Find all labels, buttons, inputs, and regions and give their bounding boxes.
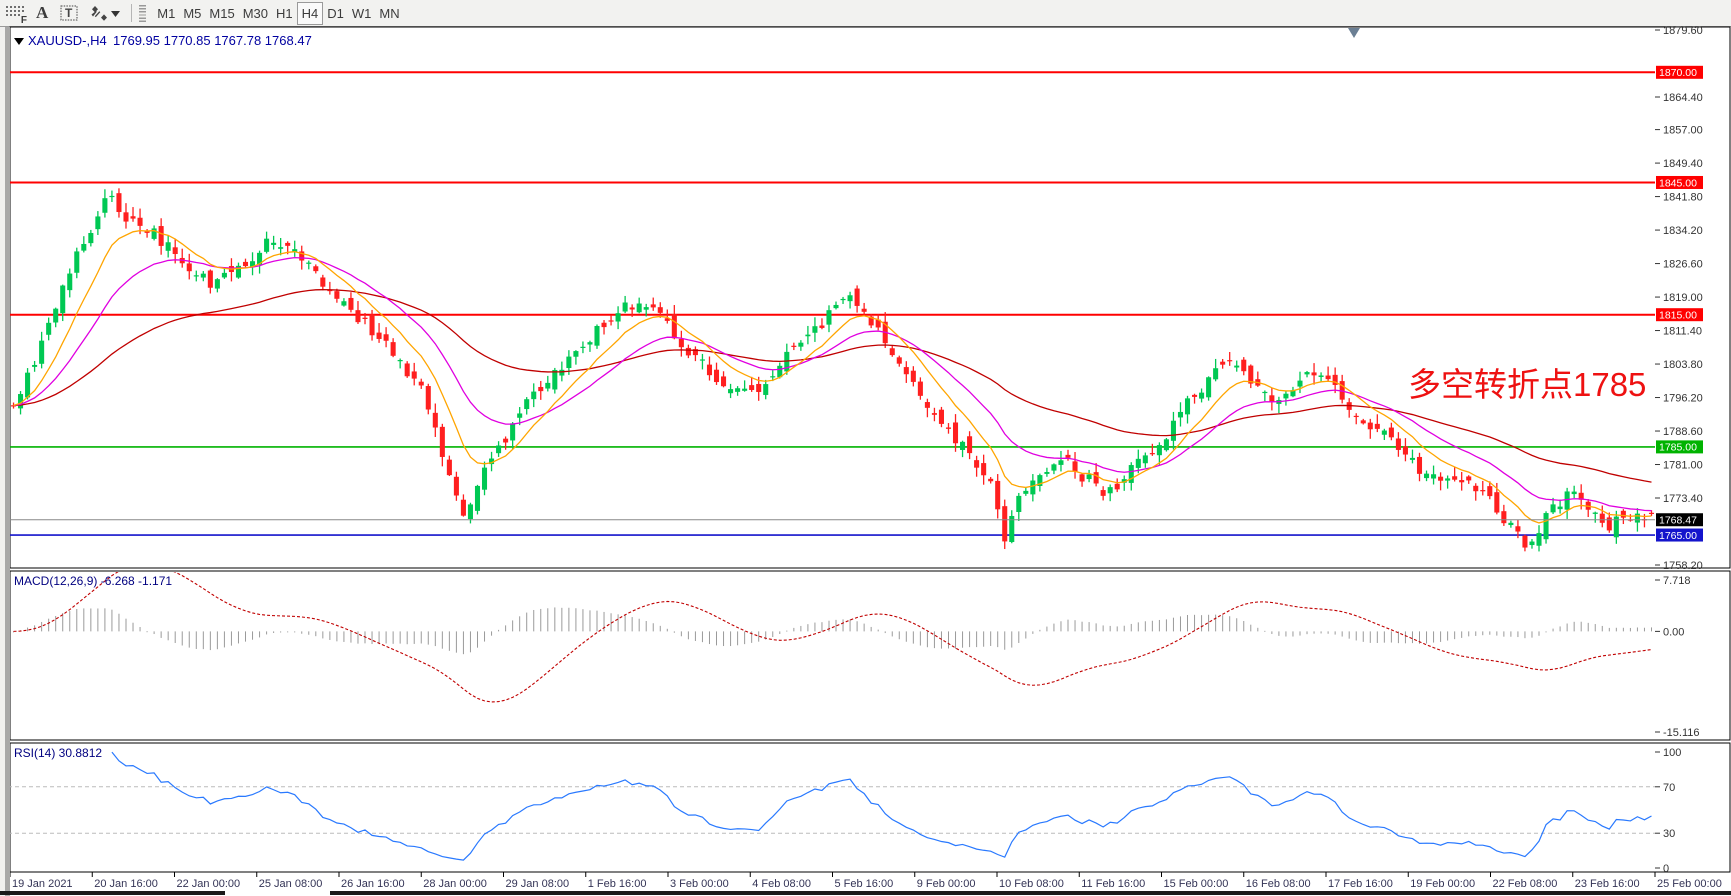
- svg-text:20 Jan 16:00: 20 Jan 16:00: [94, 878, 158, 890]
- svg-text:1803.80: 1803.80: [1663, 359, 1703, 371]
- svg-text:0.00: 0.00: [1663, 626, 1684, 638]
- svg-text:23 Feb 16:00: 23 Feb 16:00: [1575, 878, 1640, 890]
- svg-text:7.718: 7.718: [1663, 575, 1691, 587]
- svg-text:10 Feb 08:00: 10 Feb 08:00: [999, 878, 1064, 890]
- svg-text:19 Jan 2021: 19 Jan 2021: [12, 878, 73, 890]
- svg-text:15 Feb 00:00: 15 Feb 00:00: [1164, 878, 1229, 890]
- svg-text:1765.00: 1765.00: [1659, 530, 1697, 542]
- svg-text:70: 70: [1663, 782, 1675, 794]
- svg-text:RSI(14) 30.8812: RSI(14) 30.8812: [14, 746, 102, 760]
- svg-text:22 Jan 00:00: 22 Jan 00:00: [177, 878, 241, 890]
- svg-text:1879.60: 1879.60: [1663, 25, 1703, 37]
- svg-text:1 Feb 16:00: 1 Feb 16:00: [588, 878, 647, 890]
- svg-text:4 Feb 08:00: 4 Feb 08:00: [752, 878, 811, 890]
- svg-text:1769.95 1770.85 1767.78 1768.4: 1769.95 1770.85 1767.78 1768.47: [113, 33, 312, 48]
- svg-text:1758.20: 1758.20: [1663, 560, 1703, 572]
- svg-text:100: 100: [1663, 747, 1681, 759]
- svg-text:28 Jan 00:00: 28 Jan 00:00: [423, 878, 487, 890]
- svg-text:30: 30: [1663, 828, 1675, 840]
- svg-text:25 Jan 08:00: 25 Jan 08:00: [259, 878, 323, 890]
- svg-text:5 Feb 16:00: 5 Feb 16:00: [835, 878, 894, 890]
- svg-text:1845.00: 1845.00: [1659, 177, 1697, 189]
- svg-text:1857.00: 1857.00: [1663, 125, 1703, 137]
- svg-text:1768.47: 1768.47: [1659, 515, 1697, 527]
- svg-text:11 Feb 16:00: 11 Feb 16:00: [1081, 878, 1145, 890]
- svg-text:-15.116: -15.116: [1663, 727, 1700, 739]
- svg-text:1864.40: 1864.40: [1663, 92, 1703, 104]
- svg-text:22 Feb 08:00: 22 Feb 08:00: [1493, 878, 1558, 890]
- svg-text:1785.00: 1785.00: [1659, 442, 1697, 454]
- svg-text:1841.80: 1841.80: [1663, 192, 1703, 204]
- svg-text:1796.20: 1796.20: [1663, 393, 1703, 405]
- svg-text:25 Feb 00:00: 25 Feb 00:00: [1657, 878, 1722, 890]
- svg-text:1834.20: 1834.20: [1663, 225, 1703, 237]
- svg-text:17 Feb 16:00: 17 Feb 16:00: [1328, 878, 1393, 890]
- svg-text:16 Feb 08:00: 16 Feb 08:00: [1246, 878, 1311, 890]
- svg-text:1819.00: 1819.00: [1663, 292, 1703, 304]
- svg-text:9 Feb 00:00: 9 Feb 00:00: [917, 878, 976, 890]
- svg-text:1773.40: 1773.40: [1663, 493, 1703, 505]
- svg-text:XAUUSD-,H4: XAUUSD-,H4: [28, 33, 107, 48]
- svg-text:MACD(12,26,9) -6.268 -1.171: MACD(12,26,9) -6.268 -1.171: [14, 574, 172, 588]
- svg-text:0: 0: [1663, 863, 1669, 875]
- svg-text:1849.40: 1849.40: [1663, 158, 1703, 170]
- svg-text:26 Jan 16:00: 26 Jan 16:00: [341, 878, 405, 890]
- svg-text:29 Jan 08:00: 29 Jan 08:00: [506, 878, 570, 890]
- svg-text:1815.00: 1815.00: [1659, 309, 1697, 321]
- svg-text:3 Feb 00:00: 3 Feb 00:00: [670, 878, 729, 890]
- svg-text:1781.00: 1781.00: [1663, 460, 1703, 472]
- svg-text:1788.60: 1788.60: [1663, 426, 1703, 438]
- svg-text:1811.40: 1811.40: [1663, 326, 1702, 338]
- svg-text:19 Feb 00:00: 19 Feb 00:00: [1410, 878, 1475, 890]
- svg-text:1826.60: 1826.60: [1663, 259, 1703, 271]
- svg-text:多空转折点1785: 多空转折点1785: [1408, 366, 1646, 403]
- svg-text:1870.00: 1870.00: [1659, 67, 1697, 79]
